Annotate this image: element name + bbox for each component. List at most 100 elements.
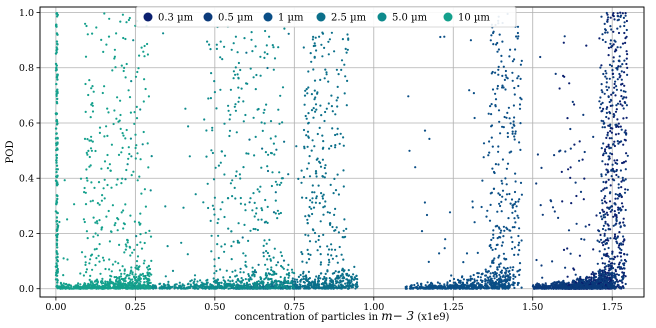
data-point bbox=[620, 259, 622, 261]
data-point bbox=[483, 156, 485, 158]
data-point bbox=[304, 234, 306, 236]
data-point bbox=[84, 138, 86, 140]
data-point bbox=[505, 117, 507, 119]
data-point bbox=[481, 180, 483, 182]
data-point bbox=[606, 212, 608, 214]
data-point bbox=[295, 284, 297, 286]
data-point bbox=[503, 279, 505, 281]
data-point bbox=[601, 89, 603, 91]
data-point bbox=[536, 285, 538, 287]
data-point bbox=[190, 284, 192, 286]
data-point bbox=[466, 252, 468, 254]
data-point bbox=[624, 102, 626, 104]
data-point bbox=[609, 191, 611, 193]
data-point bbox=[586, 287, 588, 289]
data-point bbox=[612, 14, 614, 16]
data-point bbox=[293, 287, 295, 289]
data-point bbox=[474, 117, 476, 119]
data-point bbox=[337, 271, 339, 273]
data-point bbox=[294, 278, 296, 280]
data-point bbox=[233, 241, 235, 243]
data-point bbox=[310, 52, 312, 54]
data-point bbox=[137, 255, 139, 257]
data-point bbox=[104, 197, 106, 199]
data-point bbox=[164, 287, 166, 289]
data-point bbox=[267, 154, 269, 156]
data-point bbox=[511, 241, 513, 243]
data-point bbox=[227, 285, 229, 287]
data-point bbox=[600, 103, 602, 105]
data-point bbox=[617, 12, 619, 14]
data-point bbox=[233, 70, 235, 72]
data-point bbox=[205, 129, 207, 131]
data-point bbox=[324, 164, 326, 166]
data-point bbox=[123, 278, 125, 280]
data-point bbox=[317, 278, 319, 280]
data-point bbox=[262, 280, 264, 282]
data-point bbox=[313, 207, 315, 209]
data-point bbox=[118, 277, 120, 279]
data-point bbox=[143, 275, 145, 277]
data-point bbox=[621, 63, 623, 65]
data-point bbox=[444, 288, 446, 290]
data-point bbox=[508, 282, 510, 284]
data-point bbox=[202, 201, 204, 203]
data-point bbox=[606, 20, 608, 22]
data-point bbox=[496, 88, 498, 90]
data-point bbox=[237, 51, 239, 53]
data-point bbox=[492, 71, 494, 73]
data-point bbox=[327, 264, 329, 266]
data-point bbox=[318, 239, 320, 241]
data-point bbox=[135, 285, 137, 287]
data-point bbox=[353, 266, 355, 268]
data-point bbox=[237, 240, 239, 242]
data-point bbox=[623, 253, 625, 255]
data-point bbox=[545, 282, 547, 284]
data-point bbox=[513, 287, 515, 289]
data-point bbox=[238, 286, 240, 288]
data-point bbox=[617, 103, 619, 105]
data-point bbox=[604, 163, 606, 165]
data-point bbox=[556, 285, 558, 287]
data-point bbox=[490, 192, 492, 194]
data-point bbox=[498, 255, 500, 257]
data-point bbox=[604, 23, 606, 25]
data-point bbox=[583, 198, 585, 200]
data-point bbox=[449, 280, 451, 282]
data-point bbox=[223, 251, 225, 253]
data-point bbox=[310, 208, 312, 210]
data-point bbox=[356, 283, 358, 285]
data-point bbox=[336, 133, 338, 135]
data-point bbox=[129, 17, 131, 19]
data-point bbox=[110, 170, 112, 172]
data-point bbox=[213, 178, 215, 180]
data-point bbox=[573, 103, 575, 105]
data-point bbox=[323, 120, 325, 122]
data-point bbox=[609, 64, 611, 66]
data-point bbox=[105, 216, 107, 218]
data-point bbox=[155, 285, 157, 287]
data-point bbox=[118, 244, 120, 246]
data-point bbox=[604, 263, 606, 265]
data-point bbox=[233, 77, 235, 79]
data-point bbox=[230, 89, 232, 91]
data-point bbox=[316, 175, 318, 177]
data-point bbox=[333, 178, 335, 180]
data-point bbox=[494, 93, 496, 95]
data-point bbox=[210, 250, 212, 252]
data-point bbox=[255, 271, 257, 273]
data-point bbox=[615, 111, 617, 113]
data-point bbox=[266, 243, 268, 245]
data-point bbox=[514, 48, 516, 50]
data-point bbox=[136, 117, 138, 119]
data-point bbox=[263, 255, 265, 257]
data-point bbox=[588, 279, 590, 281]
data-point bbox=[306, 168, 308, 170]
data-point bbox=[513, 135, 515, 137]
data-point bbox=[315, 275, 317, 277]
data-point bbox=[623, 25, 625, 27]
data-point bbox=[500, 230, 502, 232]
data-point bbox=[626, 50, 628, 52]
data-point bbox=[263, 245, 265, 247]
data-point bbox=[323, 282, 325, 284]
